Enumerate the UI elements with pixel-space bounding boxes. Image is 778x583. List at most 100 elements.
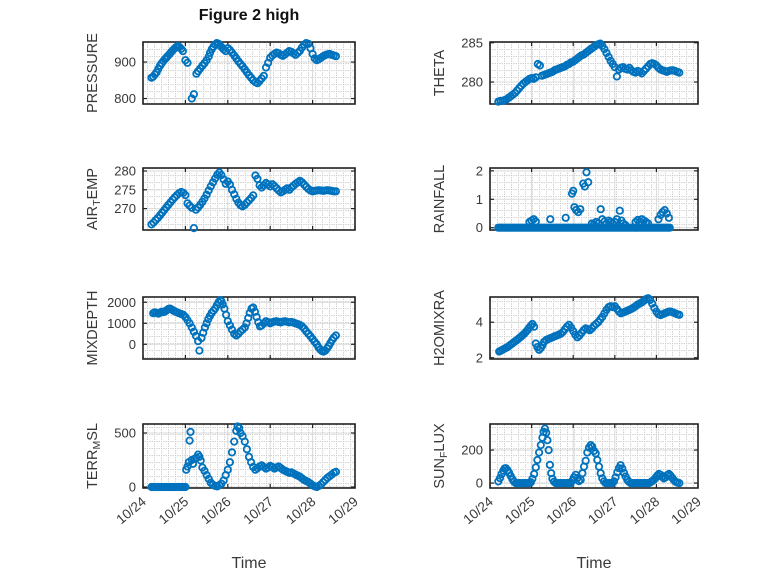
x-tick-label: 10/29	[325, 494, 361, 527]
data-point	[223, 465, 232, 474]
data-point	[240, 323, 249, 332]
data-point	[230, 437, 239, 446]
data-point	[545, 460, 555, 469]
x-tick-label: 10/27	[241, 494, 277, 527]
x-tick-label: 10/27	[585, 494, 621, 527]
data-point	[531, 463, 540, 472]
data-point	[227, 448, 237, 457]
x-tick-label: 10/28	[627, 494, 663, 527]
tick-marks	[142, 168, 356, 230]
data-point	[331, 52, 340, 61]
data-point	[534, 448, 544, 457]
y-tick-label: 1000	[107, 316, 136, 331]
y-tick-label: 1	[476, 192, 483, 207]
subplot-rainfall: 0 1 2 RAINFALL	[432, 163, 699, 235]
data-point	[582, 168, 591, 177]
data-point	[654, 215, 663, 224]
y-axis-label: RAINFALL	[432, 165, 448, 234]
data-point	[540, 424, 550, 433]
y-tick-label: 200	[461, 443, 483, 458]
x-tick-label: 10/26	[544, 494, 580, 527]
axes-box	[142, 167, 356, 231]
data-point	[612, 72, 622, 81]
data-point	[662, 209, 671, 218]
axes-box	[142, 41, 356, 105]
data-point	[531, 217, 540, 226]
data-point	[257, 321, 266, 330]
data-point	[331, 467, 340, 476]
data-point	[179, 310, 188, 319]
minor-grid	[490, 297, 698, 359]
x-axis-label-right: Time	[576, 555, 612, 572]
data-point	[584, 178, 593, 187]
subplot-sun_flux: 0 200 SUNFLUX 10/24 10/25 10/26 10/27 10/28 10/2…	[432, 423, 704, 527]
data-point	[675, 478, 684, 488]
data-point	[259, 71, 268, 81]
y-tick-label: 0	[476, 476, 483, 491]
data-point	[535, 61, 545, 70]
data-point	[536, 440, 545, 450]
y-axis-label: H2OMIXRA	[432, 290, 448, 366]
y-tick-label: 280	[461, 75, 483, 90]
data-point	[546, 215, 555, 224]
data-point	[233, 422, 242, 431]
data-points	[494, 424, 684, 488]
axes-box	[142, 423, 356, 489]
data-point	[185, 436, 194, 445]
axes-box	[142, 296, 356, 360]
tick-marks	[489, 168, 699, 230]
y-tick-label: 0	[129, 337, 136, 352]
y-tick-label: 4	[476, 315, 483, 330]
data-point	[576, 205, 585, 214]
minor-grid	[143, 168, 355, 230]
y-axis-label: THETA	[432, 49, 448, 96]
data-point	[612, 215, 622, 224]
y-axis-label: TERRMSL	[85, 423, 103, 489]
y-axis-label: AIRTEMP	[85, 168, 103, 230]
y-tick-label: 900	[114, 55, 136, 70]
data-points	[149, 296, 340, 356]
data-point	[608, 478, 617, 488]
subplot-h2omixra: 2 4 H2OMIXRA	[432, 290, 699, 366]
data-point	[189, 90, 198, 99]
data-points	[494, 39, 684, 106]
data-point	[664, 213, 674, 222]
y-tick-label: 285	[461, 35, 483, 50]
data-point	[329, 333, 338, 342]
y-tick-label: 800	[114, 91, 136, 106]
data-point	[225, 458, 234, 467]
data-point	[529, 322, 539, 331]
minor-grid	[143, 42, 355, 104]
x-tick-label: 10/26	[198, 494, 234, 527]
y-tick-label: 280	[114, 164, 136, 179]
data-points	[147, 168, 340, 233]
data-point	[178, 46, 187, 56]
data-point	[249, 303, 258, 312]
data-point	[596, 205, 605, 214]
data-point	[331, 187, 340, 196]
data-point	[319, 477, 328, 487]
data-point	[653, 471, 662, 480]
x-axis-label-left: Time	[231, 555, 267, 572]
minor-grid	[143, 424, 355, 488]
data-point	[181, 482, 190, 492]
y-tick-label: 2	[476, 350, 483, 365]
y-tick-label: 2	[476, 163, 483, 178]
data-point	[200, 323, 209, 332]
data-point	[202, 319, 211, 328]
data-point	[200, 466, 209, 475]
data-point	[544, 445, 553, 455]
tick-marks	[142, 42, 356, 104]
data-point	[542, 428, 551, 437]
subplot-terr_msl: 0 500 TERRMSL 10/24 10/25 10/26 10/27 10/28 10/2…	[85, 422, 361, 527]
data-point	[528, 474, 537, 483]
tick-marks	[142, 297, 356, 359]
data-point	[643, 219, 653, 228]
data-point	[225, 321, 234, 330]
data-point	[618, 464, 627, 473]
y-tick-label: 500	[114, 426, 136, 441]
data-point	[495, 473, 505, 483]
tick-marks	[489, 42, 699, 104]
